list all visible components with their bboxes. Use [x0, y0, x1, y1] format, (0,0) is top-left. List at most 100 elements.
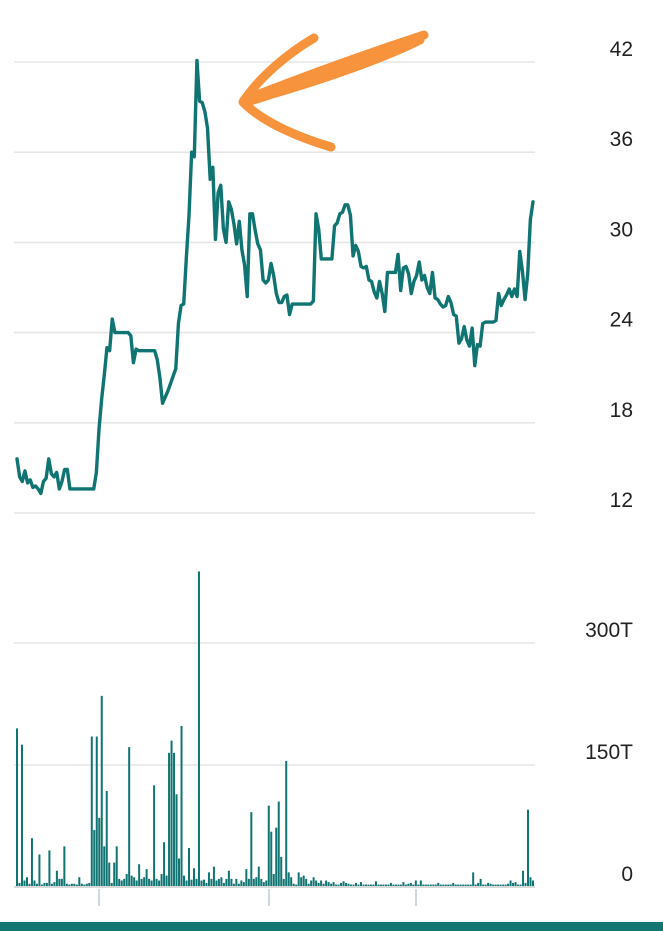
volume-bar [148, 878, 151, 887]
volume-bar [227, 870, 230, 887]
volume-bar [399, 884, 402, 887]
volume-bar [115, 846, 118, 887]
volume-bar [297, 872, 300, 887]
volume-bar [402, 882, 405, 887]
volume-bar [207, 872, 210, 887]
price-axis-labels: 12 18 24 30 36 42 [610, 38, 634, 512]
volume-bar [93, 830, 96, 887]
volume-bar [135, 880, 138, 887]
volume-bar [477, 882, 480, 887]
volume-bar [492, 884, 495, 887]
volume-bar [449, 884, 452, 887]
volume-bar [355, 882, 358, 887]
volume-bar [422, 884, 425, 887]
volume-bar [497, 884, 500, 887]
volume-bar [429, 884, 432, 887]
volume-bar [267, 805, 270, 887]
volume-bar [419, 880, 422, 887]
volume-bar [83, 884, 86, 887]
volume-bar [494, 884, 497, 887]
volume-bar [98, 817, 101, 887]
volume-bar [302, 875, 305, 887]
volume-bar [364, 884, 367, 887]
volume-bar [479, 878, 482, 887]
volume-bar [125, 873, 128, 887]
volume-bar [295, 884, 298, 887]
volume-bar [108, 862, 111, 887]
volume-bar [270, 831, 273, 887]
volume-bar [245, 869, 248, 887]
volume-bar [150, 880, 153, 887]
volume-bar [532, 880, 534, 887]
volume-bar [88, 882, 91, 887]
volume-bar [459, 884, 462, 887]
volume-bar [178, 858, 181, 887]
volume-bar [20, 744, 23, 887]
volume-bar [277, 801, 280, 887]
volume-bar [18, 882, 21, 887]
volume-bar [305, 878, 308, 887]
volume-bar [427, 884, 430, 887]
volume-bar [397, 884, 400, 887]
volume-bar [103, 846, 106, 887]
volume-bar [340, 882, 343, 887]
price-tick-label: 30 [610, 218, 633, 241]
annotation-arrow [238, 30, 429, 152]
volume-bar [48, 850, 51, 887]
volume-bar [285, 760, 288, 887]
volume-bar [300, 877, 303, 887]
volume-bar [369, 884, 372, 887]
volume-bar [30, 838, 33, 887]
volume-bar [53, 882, 56, 887]
volume-bar [467, 884, 470, 887]
volume-bar [168, 752, 171, 887]
volume-bar [424, 884, 427, 887]
volume-bar [133, 877, 136, 887]
volume-bar [372, 884, 375, 887]
volume-bar [43, 882, 46, 887]
volume-bar [200, 880, 203, 887]
volume-bar [352, 884, 355, 887]
volume-bar [235, 878, 238, 887]
volume-bar [280, 856, 283, 887]
volume-bar [85, 883, 88, 887]
volume-bar [464, 884, 467, 887]
volume-bar [255, 877, 258, 887]
volume-bar [242, 882, 245, 887]
volume-bar [40, 884, 43, 887]
volume-bar [462, 884, 465, 887]
volume-bar [439, 884, 442, 887]
volume-bar [472, 872, 475, 887]
volume-bar [332, 882, 335, 887]
volume-bar [68, 884, 71, 887]
volume-bar [345, 882, 348, 887]
volume-bar [232, 883, 235, 887]
volume-bar [25, 877, 28, 887]
volume-bar [484, 884, 487, 887]
volume-bar [437, 882, 440, 887]
volume-bar [474, 884, 477, 887]
volume-bars [16, 571, 534, 887]
volume-tick-label: 0 [621, 863, 633, 886]
volume-bar [409, 882, 412, 887]
volume-bar [512, 882, 515, 887]
volume-bar [330, 883, 333, 887]
volume-bar [33, 880, 36, 887]
volume-bar [75, 884, 78, 887]
volume-bar [240, 880, 243, 887]
volume-bar [454, 884, 457, 887]
volume-bar [63, 846, 66, 887]
volume-axis-labels: 0 150T 300T [585, 619, 633, 886]
volume-bar [360, 882, 362, 887]
volume-bar [504, 884, 507, 887]
volume-bar [524, 882, 527, 887]
volume-bar [230, 878, 233, 887]
volume-bar [183, 875, 186, 887]
volume-bar [23, 880, 26, 887]
volume-bar [322, 883, 325, 887]
volume-bar [335, 884, 338, 887]
volume-bar [28, 883, 31, 887]
volume-bar [45, 882, 48, 887]
volume-bar [517, 884, 520, 887]
volume-bar [519, 884, 522, 887]
